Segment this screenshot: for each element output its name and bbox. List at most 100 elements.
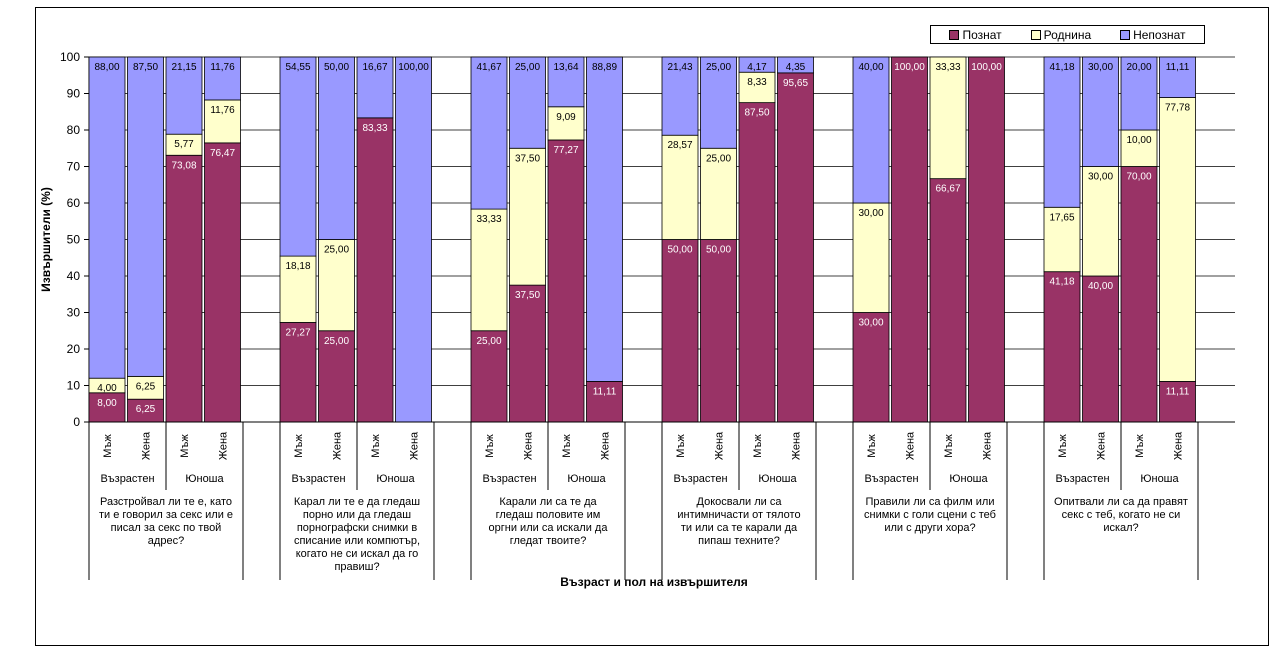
data-label: 8,00 xyxy=(97,398,117,409)
data-label: 77,27 xyxy=(553,145,578,156)
data-label: 33,33 xyxy=(935,62,960,73)
data-label: 5,77 xyxy=(174,139,194,150)
data-label: 11,76 xyxy=(210,62,235,73)
data-label: 76,47 xyxy=(210,148,235,159)
data-label: 20,00 xyxy=(1126,62,1151,73)
data-label: 41,18 xyxy=(1049,277,1074,288)
question-label: когато не си искал да го xyxy=(296,548,419,560)
data-label: 73,08 xyxy=(171,160,196,171)
bar-segment xyxy=(1043,271,1081,423)
question-label: ти или са те карали да xyxy=(681,522,798,534)
legend-label-poznat: Познат xyxy=(962,27,1002,42)
y-tick-label: 40 xyxy=(67,269,81,283)
gender-label: Мъж xyxy=(866,434,878,458)
y-tick-label: 0 xyxy=(73,415,80,429)
bar-segment xyxy=(88,56,126,379)
question-label: секс с теб, когато не си xyxy=(1062,509,1181,521)
gender-label: Мъж xyxy=(561,434,573,458)
age-label: Юноша xyxy=(949,473,988,485)
data-label: 25,00 xyxy=(706,62,731,73)
bar-segment xyxy=(738,56,776,73)
data-label: 6,25 xyxy=(136,404,156,415)
bar-segment xyxy=(318,56,355,240)
bar-segment xyxy=(279,255,317,323)
gender-label: Мъж xyxy=(943,434,955,458)
bar-segment xyxy=(1082,275,1119,423)
data-label: 88,00 xyxy=(94,62,119,73)
data-label: 21,43 xyxy=(667,62,692,73)
legend-label-nepoznat: Непознат xyxy=(1133,27,1186,42)
gender-label: Мъж xyxy=(1134,434,1146,458)
question-label: или с други хора? xyxy=(884,522,975,534)
bar-segment xyxy=(1120,56,1158,131)
question-label: снимки с голи сцени с теб xyxy=(864,509,996,521)
data-label: 13,64 xyxy=(553,62,578,73)
bar-segment xyxy=(700,56,737,149)
data-label: 30,00 xyxy=(858,318,883,329)
bar-segment xyxy=(852,202,890,313)
y-tick-label: 30 xyxy=(67,306,81,320)
age-label: Юноша xyxy=(185,473,224,485)
gender-label: Мъж xyxy=(1057,434,1069,458)
gender-label: Жена xyxy=(409,431,421,460)
bar-segment xyxy=(165,56,203,135)
data-label: 10,00 xyxy=(1126,135,1151,146)
legend-label-rodnina: Роднина xyxy=(1043,27,1092,42)
bar-segment xyxy=(929,178,967,423)
legend-item-nepoznat: Непознат xyxy=(1120,27,1186,42)
bar-segment xyxy=(1120,129,1158,167)
data-label: 100,00 xyxy=(971,62,1002,73)
bar-segment xyxy=(318,239,355,332)
data-label: 95,65 xyxy=(783,78,808,89)
gender-label: Мъж xyxy=(752,434,764,458)
data-label: 11,11 xyxy=(1166,386,1190,397)
data-label: 83,33 xyxy=(362,123,387,134)
bar-segment xyxy=(738,102,776,423)
y-tick-label: 10 xyxy=(67,379,81,393)
data-label: 88,89 xyxy=(592,62,617,73)
age-label: Юноша xyxy=(1140,473,1179,485)
data-label: 18,18 xyxy=(285,261,310,272)
bar-segment xyxy=(165,154,203,423)
data-label: 77,78 xyxy=(1165,103,1190,114)
gender-label: Мъж xyxy=(370,434,382,458)
bar-segment xyxy=(204,56,241,101)
bar-segment xyxy=(852,312,890,423)
y-axis-title: Извършители (%) xyxy=(39,187,53,292)
legend-swatch-nepoznat xyxy=(1120,29,1131,40)
data-label: 100,00 xyxy=(894,62,925,73)
age-label: Възрастен xyxy=(100,473,154,485)
bar-segment xyxy=(777,72,814,423)
bar-segment xyxy=(356,117,394,423)
gender-label: Жена xyxy=(1173,431,1185,460)
data-label: 25,00 xyxy=(515,62,540,73)
question-label: искал? xyxy=(1103,522,1138,534)
bar-segment xyxy=(700,239,737,423)
bar-segment xyxy=(470,208,508,332)
data-label: 100,00 xyxy=(398,62,429,73)
legend-item-poznat: Познат xyxy=(949,27,1002,42)
age-label: Юноша xyxy=(376,473,415,485)
question-label: интимничасти от тялото xyxy=(677,509,800,521)
data-label: 30,00 xyxy=(1088,172,1113,183)
data-label: 4,17 xyxy=(747,62,767,73)
gender-label: Жена xyxy=(1096,431,1108,460)
question-label: адрес? xyxy=(148,535,184,547)
data-label: 11,11 xyxy=(1166,62,1190,73)
data-label: 17,65 xyxy=(1049,212,1074,223)
question-label: ти е говорил за секс или е xyxy=(99,509,233,521)
bar-segment xyxy=(509,56,546,149)
age-label: Юноша xyxy=(567,473,606,485)
gender-label: Жена xyxy=(905,431,917,460)
bar-segment xyxy=(509,284,546,423)
data-label: 66,67 xyxy=(935,184,960,195)
data-label: 70,00 xyxy=(1126,172,1151,183)
bar-segment xyxy=(700,147,737,240)
gender-label: Мъж xyxy=(675,434,687,458)
bar-segment xyxy=(356,56,394,119)
bar-segment xyxy=(395,56,432,423)
bar-segment xyxy=(891,56,928,423)
data-label: 33,33 xyxy=(476,214,501,225)
bar-segment xyxy=(279,322,317,423)
